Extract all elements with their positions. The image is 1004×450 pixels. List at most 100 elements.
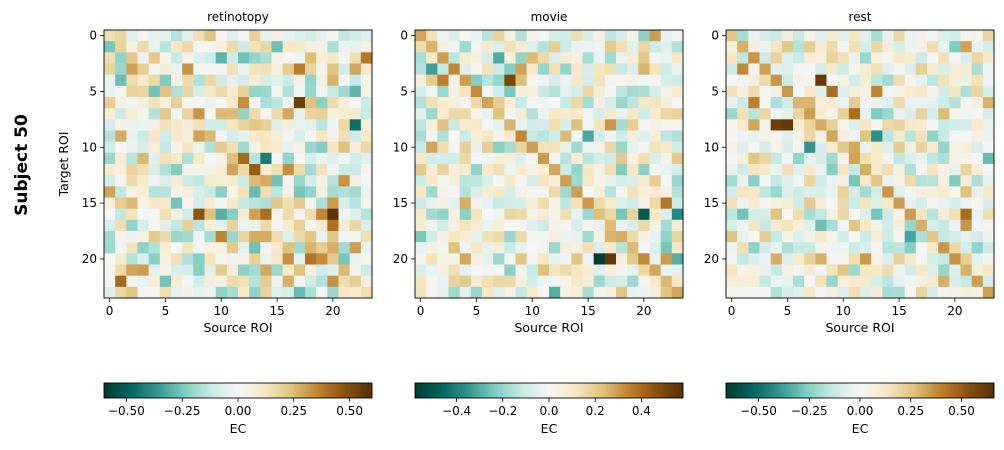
heatmap-cell bbox=[593, 97, 606, 109]
colorbar-tick-label: −0.2 bbox=[488, 404, 517, 418]
heatmap-cell bbox=[171, 152, 183, 165]
heatmap-cell bbox=[159, 52, 172, 64]
colorbar-tick-label: 0.25 bbox=[280, 404, 307, 418]
heatmap-cell bbox=[982, 231, 995, 243]
heatmap-cell bbox=[815, 208, 827, 221]
heatmap-cell bbox=[226, 275, 239, 288]
heatmap-cell bbox=[282, 130, 295, 143]
heatmap-cell bbox=[104, 186, 116, 198]
heatmap-cell bbox=[226, 141, 239, 154]
heatmap-cell bbox=[759, 164, 772, 176]
heatmap-cell bbox=[159, 197, 172, 210]
heatmap-cell bbox=[482, 85, 494, 98]
x-tick-label: 15 bbox=[269, 304, 284, 318]
heatmap-cell bbox=[971, 119, 984, 131]
heatmap-cell bbox=[137, 108, 150, 120]
heatmap-cell bbox=[137, 152, 150, 165]
heatmap-cell bbox=[215, 231, 228, 243]
heatmap-cell bbox=[260, 97, 272, 109]
heatmap-cell bbox=[949, 275, 961, 288]
heatmap-cell bbox=[560, 197, 572, 210]
heatmap-cell bbox=[171, 119, 183, 131]
heatmap-cell bbox=[571, 275, 583, 288]
heatmap-cell bbox=[437, 186, 449, 198]
heatmap-cell bbox=[893, 208, 906, 221]
heatmap-cell bbox=[616, 175, 628, 187]
heatmap-cell bbox=[415, 242, 427, 254]
heatmap-cell bbox=[316, 108, 328, 120]
heatmap-cell bbox=[459, 30, 472, 42]
heatmap-cell bbox=[649, 186, 662, 198]
y-tick-label: 5 bbox=[89, 84, 97, 98]
heatmap-cell bbox=[182, 242, 194, 254]
heatmap-cell bbox=[338, 63, 351, 76]
heatmap-cell bbox=[571, 264, 583, 277]
heatmap-cell bbox=[260, 30, 272, 42]
heatmap-cell bbox=[215, 41, 228, 53]
heatmap-cell bbox=[293, 97, 306, 109]
heatmap-cell bbox=[826, 119, 839, 131]
heatmap-cell bbox=[759, 63, 772, 76]
heatmap-cell bbox=[971, 30, 984, 42]
heatmap-cell bbox=[537, 164, 550, 176]
heatmap-cell bbox=[159, 286, 172, 299]
heatmap-cell bbox=[338, 186, 351, 198]
heatmap-cell bbox=[882, 164, 894, 176]
colorbar-tick-label: 0.00 bbox=[847, 404, 874, 418]
heatmap-cell bbox=[982, 85, 995, 98]
heatmap-cell bbox=[915, 264, 928, 277]
heatmap-cell bbox=[660, 164, 673, 176]
heatmap-cell bbox=[537, 52, 550, 64]
heatmap-cell bbox=[526, 74, 539, 87]
heatmap-cell bbox=[426, 197, 438, 210]
heatmap-cell bbox=[804, 164, 816, 176]
heatmap-cell bbox=[737, 52, 749, 64]
heatmap-cell bbox=[616, 275, 628, 288]
heatmap-cell bbox=[871, 108, 883, 120]
heatmap-cell bbox=[815, 264, 827, 277]
x-tick-label: 10 bbox=[214, 304, 229, 318]
heatmap-cell bbox=[171, 85, 183, 98]
heatmap-cell bbox=[627, 253, 639, 265]
heatmap-cell bbox=[504, 74, 516, 87]
heatmap-cell bbox=[349, 242, 362, 254]
heatmap-cell bbox=[893, 108, 906, 120]
heatmap-cell bbox=[804, 41, 816, 53]
heatmap-cell bbox=[204, 130, 217, 143]
heatmap-cell bbox=[815, 286, 827, 299]
heatmap-cell bbox=[260, 63, 272, 76]
heatmap-cell bbox=[437, 152, 449, 165]
axes-frame bbox=[103, 29, 373, 299]
heatmap-cell bbox=[504, 275, 516, 288]
heatmap-cell bbox=[837, 152, 850, 165]
heatmap-cell bbox=[571, 97, 583, 109]
heatmap-cell bbox=[537, 186, 550, 198]
heatmap-cell bbox=[604, 208, 617, 221]
heatmap-cell bbox=[204, 63, 217, 76]
heatmap-cell bbox=[960, 63, 973, 76]
heatmap-cell bbox=[459, 286, 472, 299]
heatmap-cell bbox=[327, 231, 339, 243]
heatmap-cell bbox=[260, 186, 272, 198]
heatmap-cell bbox=[349, 186, 362, 198]
heatmap-cell bbox=[305, 186, 317, 198]
x-tick-label: 5 bbox=[473, 304, 481, 318]
heatmap-cell bbox=[848, 108, 861, 120]
heatmap-cell bbox=[338, 74, 351, 87]
heatmap-cell bbox=[470, 286, 483, 299]
heatmap-cell bbox=[915, 85, 928, 98]
heatmap-cell bbox=[126, 119, 138, 131]
heatmap-cell bbox=[482, 175, 494, 187]
heatmap-cell bbox=[949, 130, 961, 143]
heatmap-cell bbox=[871, 141, 883, 154]
heatmap-cell bbox=[604, 30, 617, 42]
heatmap-cell bbox=[649, 264, 662, 277]
heatmap-cell bbox=[126, 275, 138, 288]
heatmap-cell bbox=[737, 231, 749, 243]
heatmap-cell bbox=[349, 164, 362, 176]
heatmap-cell bbox=[159, 275, 172, 288]
heatmap-cell bbox=[837, 264, 850, 277]
heatmap-cell bbox=[327, 119, 339, 131]
heatmap-cell bbox=[504, 197, 516, 210]
